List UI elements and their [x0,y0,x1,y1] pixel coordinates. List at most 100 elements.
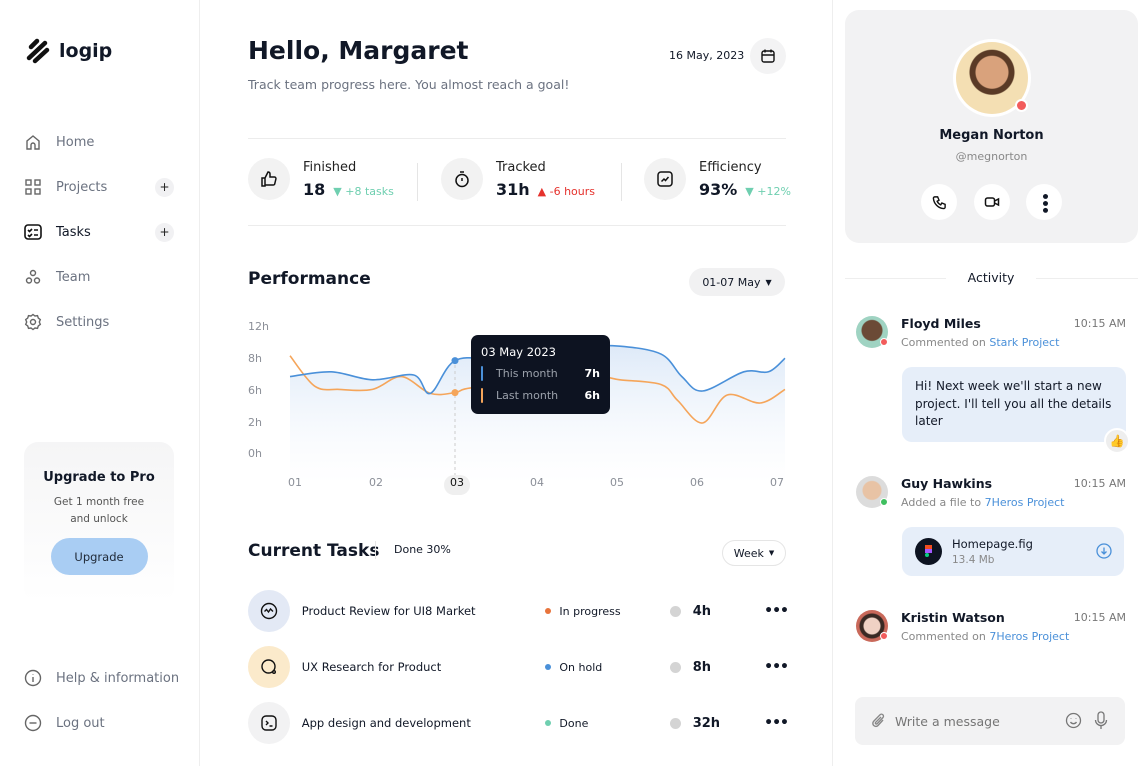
task-hours: 4h [692,603,711,619]
tasks-done: Done 30% [394,543,451,556]
sidebar-item-home[interactable]: Home [24,131,174,153]
sidebar-item-label: Team [56,269,91,285]
thumbs-up-icon [261,171,277,187]
sidebar-item-label: Tasks [56,224,91,240]
status-dot [880,632,888,640]
upgrade-button[interactable]: Upgrade [50,538,148,575]
chevron-down-icon: ▼ [765,277,772,287]
y-tick: 6h [248,384,262,397]
activity-item: Floyd Miles 10:15 AM Commented on Stark … [856,316,1126,349]
gear-icon [24,313,42,331]
logout-icon [24,714,42,732]
microphone-icon[interactable] [1094,711,1108,730]
figma-icon [915,538,942,565]
attachment-icon[interactable] [871,712,887,730]
activity-title: Activity [946,270,1036,285]
tasks-title: Current Tasks [248,541,380,561]
stat-delta: +12% [757,184,791,198]
performance-title: Performance [248,269,371,289]
clock-icon [669,661,681,673]
stat-value: 93% [699,179,738,199]
stat-tracked: Tracked 31h ▲ -6 hours [441,158,595,200]
more-vertical-icon: ••• [1036,191,1052,213]
chart-tooltip: 03 May 2023 This month 7h Last month 6h [471,335,610,414]
activity-action: Commented on [901,336,986,349]
clock-icon [669,605,681,617]
file-attachment[interactable]: Homepage.fig 13.4 Mb [902,527,1124,576]
date-range-value: 01-07 May [702,275,761,289]
activity-time: 10:15 AM [1073,477,1126,490]
sidebar-item-projects[interactable]: Projects + [24,176,174,198]
activity-item: Guy Hawkins 10:15 AM Added a file to 7He… [856,476,1126,509]
status-dot [880,338,888,346]
video-icon [984,197,1000,207]
project-link[interactable]: Stark Project [989,336,1060,349]
stat-label: Efficiency [699,159,762,175]
task-name: UX Research for Product [301,660,442,674]
thumbs-up-reaction-icon[interactable]: 👍 [1104,428,1130,454]
sidebar-item-settings[interactable]: Settings [24,311,174,333]
profile-handle: @megnorton [955,150,1028,163]
add-project-button[interactable]: + [155,177,174,197]
week-select[interactable]: Week ▼ [722,540,786,566]
stat-efficiency: Efficiency 93% ▼ +12% [644,158,791,200]
page-title: Hello, Margaret [248,36,469,65]
task-status: In progress [559,604,621,618]
task-row[interactable]: Product Review for UI8 Market In progres… [248,590,789,632]
status-dot [880,498,888,506]
selected-point[interactable] [451,357,459,365]
call-button[interactable] [921,184,957,220]
legend-swatch [481,388,483,403]
logo[interactable]: logip [25,38,112,64]
calendar-button[interactable] [750,38,786,74]
legend-swatch [481,366,483,381]
divider [248,138,786,139]
right-panel [832,0,1147,766]
status-dot [545,664,552,670]
chart-trend-icon [657,171,673,187]
y-tick: 0h [248,447,262,460]
date-range-select[interactable]: 01-07 May ▼ [689,268,785,296]
activity-time: 10:15 AM [1073,317,1126,330]
project-link[interactable]: 7Heros Project [989,630,1070,643]
message-composer [855,697,1125,745]
tooltip-value: 7h [584,367,601,380]
tooltip-value: 6h [584,389,601,402]
stat-finished: Finished 18 ▼ +8 tasks [248,158,394,200]
selected-point[interactable] [451,389,459,397]
project-link[interactable]: 7Heros Project [984,496,1065,509]
sidebar-item-tasks[interactable]: Tasks + [24,221,174,243]
task-name: App design and development [301,716,471,730]
x-tick: 05 [610,476,624,489]
x-tick-selected[interactable]: 03 [444,475,470,495]
help-link[interactable]: Help & information [24,667,194,689]
more-options-button[interactable]: ••• [764,715,789,731]
message-text: Hi! Next week we'll start a new project.… [915,379,1112,428]
activity-item: Kristin Watson 10:15 AM Commented on 7He… [856,610,1126,643]
add-task-button[interactable]: + [155,222,174,242]
profile-name: Megan Norton [939,128,1044,143]
upgrade-text: Get 1 month free and unlock [53,496,145,525]
download-icon[interactable] [1096,543,1112,559]
divider [248,225,786,226]
video-call-button[interactable] [974,184,1010,220]
task-row[interactable]: App design and development Done 32h ••• [248,702,789,744]
clock-icon [669,717,681,729]
sidebar-item-team[interactable]: Team [24,266,174,288]
stat-delta: +8 tasks [345,184,394,198]
task-name: Product Review for UI8 Market [301,604,476,618]
message-input[interactable] [895,709,1055,733]
logout-link[interactable]: Log out [24,712,174,734]
info-icon [24,669,42,687]
more-options-button[interactable]: ••• [764,659,789,675]
emoji-icon[interactable] [1065,712,1082,729]
status-dot [545,720,552,726]
task-row[interactable]: UX Research for Product On hold 8h ••• [248,646,789,688]
y-tick: 8h [248,352,262,365]
more-options-button[interactable]: ••• [1026,184,1062,220]
activity-time: 10:15 AM [1073,611,1126,624]
sidebar [0,0,200,766]
profile-avatar[interactable] [953,39,1031,117]
stopwatch-icon [455,171,469,188]
more-options-button[interactable]: ••• [764,603,789,619]
